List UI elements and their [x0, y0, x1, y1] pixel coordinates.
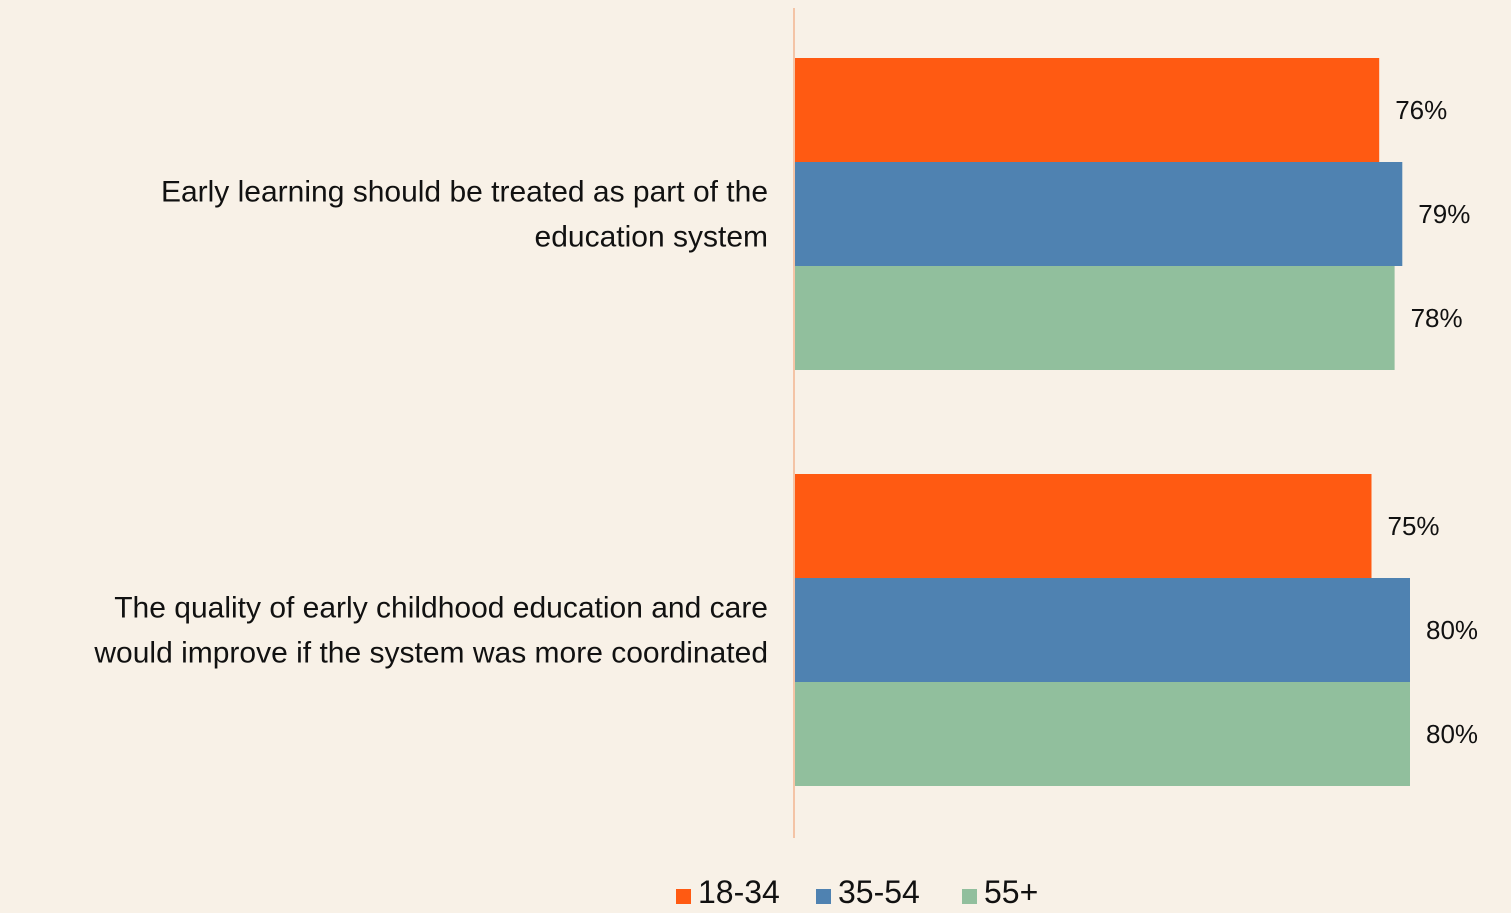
category-label-line: education system	[535, 221, 768, 254]
bar-1-55	[794, 266, 1395, 370]
value-label: 76%	[1395, 95, 1447, 125]
bar-2-55	[794, 682, 1410, 786]
legend-label: 35-54	[838, 874, 920, 908]
bar-2-18-34	[794, 474, 1372, 578]
bars-layer	[794, 58, 1410, 786]
value-label: 75%	[1388, 511, 1440, 541]
category-label-line: The quality of early childhood education…	[114, 592, 768, 625]
legend: 18-34 35-54 55+	[676, 874, 1038, 910]
legend-label: 18-34	[698, 874, 780, 908]
legend-swatch	[816, 889, 831, 904]
bar-1-18-34	[794, 58, 1380, 162]
legend-swatch	[676, 889, 691, 904]
legend-swatch	[962, 889, 977, 904]
legend-label: 55+	[984, 874, 1038, 908]
value-labels: 76% 79% 78% 75% 80% 80%	[1388, 95, 1479, 749]
legend-item-3: 55+	[962, 874, 1038, 910]
legend-item-2: 35-54	[816, 874, 920, 910]
category-label-line: would improve if the system was more coo…	[93, 637, 768, 670]
category-label-1: Early learning should be treated as part…	[161, 176, 768, 254]
value-label: 80%	[1426, 615, 1478, 645]
legend-item-1: 18-34	[676, 874, 780, 910]
category-labels: Early learning should be treated as part…	[93, 176, 768, 670]
bar-2-35-54	[794, 578, 1410, 682]
value-label: 78%	[1411, 303, 1463, 333]
category-label-line: Early learning should be treated as part…	[161, 176, 768, 209]
bar-1-35-54	[794, 162, 1403, 266]
value-label: 80%	[1426, 719, 1478, 749]
category-label-2: The quality of early childhood education…	[93, 592, 768, 670]
value-label: 79%	[1418, 199, 1470, 229]
